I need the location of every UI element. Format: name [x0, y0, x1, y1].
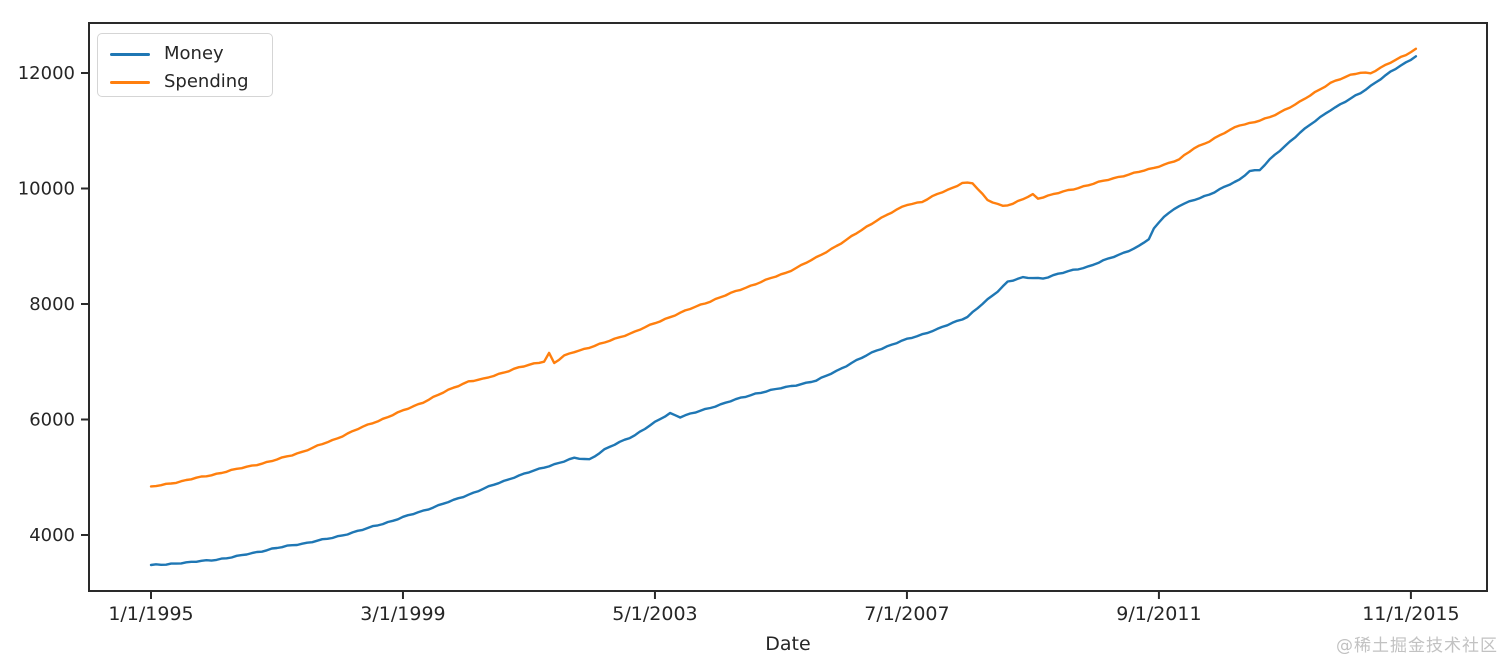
legend-item-spending[interactable]: Spending	[110, 70, 272, 94]
money-line	[149, 55, 1418, 567]
x-axis-title: Date	[765, 633, 811, 655]
y-tick-label: 4000	[29, 525, 75, 546]
legend-item-money[interactable]: Money	[110, 42, 272, 66]
y-tick-label: 8000	[29, 294, 75, 315]
x-tick-label: 7/1/2007	[864, 603, 949, 625]
x-tick-label: 5/1/2003	[612, 603, 697, 625]
spending-line	[149, 47, 1418, 488]
plot-border	[88, 22, 1488, 592]
y-tick-label: 10000	[18, 179, 75, 200]
watermark: @稀土掘金技术社区	[1336, 636, 1498, 656]
y-tick-label: 6000	[29, 409, 75, 430]
y-tick-label: 12000	[18, 63, 75, 84]
x-tick-label: 9/1/2011	[1116, 603, 1201, 625]
money-line-swatch	[110, 52, 150, 56]
x-tick-label: 1/1/1995	[108, 603, 193, 625]
x-tick-label: 3/1/1999	[360, 603, 445, 625]
spending-line-swatch	[110, 80, 150, 84]
legend-label-money: Money	[164, 43, 224, 64]
legend-label-spending: Spending	[164, 71, 249, 92]
legend[interactable]: Money Spending	[97, 33, 273, 97]
x-tick-label: 11/1/2015	[1362, 603, 1459, 625]
